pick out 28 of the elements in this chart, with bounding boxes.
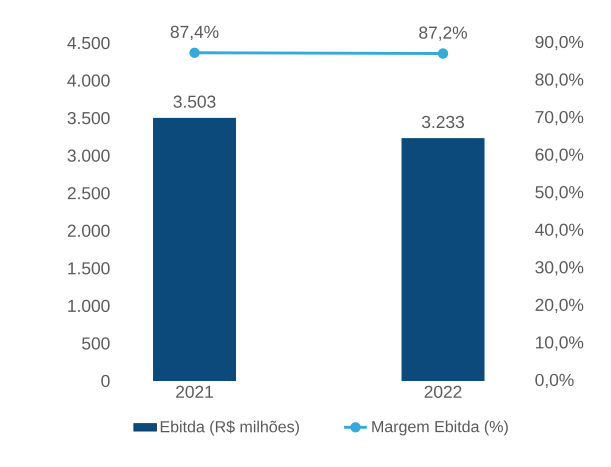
y-tick-label: 1.000: [68, 300, 110, 312]
legend-label: Ebitda (R$ milhões): [160, 420, 299, 436]
data-label: 3.233: [422, 116, 464, 128]
legend-label: Margem Ebitda (%): [372, 420, 508, 436]
y2-tick-label: 80,0%: [535, 73, 584, 88]
y2-tick-label: 90,0%: [536, 36, 584, 50]
data-label: 87,2%: [419, 26, 467, 41]
x-tick-label: 2021: [176, 386, 213, 398]
y2-tick-label: 60,0%: [536, 148, 584, 163]
y2-tick-label: 50,0%: [535, 186, 584, 200]
data-label: 87,4%: [170, 26, 218, 40]
y2-tick-label: 40,0%: [535, 224, 584, 238]
data-label: 3.503: [174, 96, 216, 108]
y-tick-label: 2.000: [68, 224, 110, 237]
y-tick-label: 1.500: [68, 262, 110, 274]
y-tick-label: 4.000: [67, 74, 110, 87]
y-tick-label: 2.500: [68, 187, 110, 200]
y2-tick-label: 10,0%: [536, 336, 584, 351]
y2-tick-label: 20,0%: [536, 298, 584, 314]
y-tick-label: 3.000: [68, 150, 110, 162]
y-tick-label: 500: [82, 337, 110, 350]
y2-tick-label: 70,0%: [536, 110, 584, 126]
y-tick-label: 0: [101, 374, 110, 388]
y2-tick-label: 30,0%: [535, 261, 584, 276]
y-tick-label: 4.500: [67, 36, 110, 50]
x-tick-label: 2022: [424, 386, 462, 398]
y2-tick-label: 0,0%: [535, 374, 574, 388]
y-tick-label: 3.500: [68, 112, 110, 124]
